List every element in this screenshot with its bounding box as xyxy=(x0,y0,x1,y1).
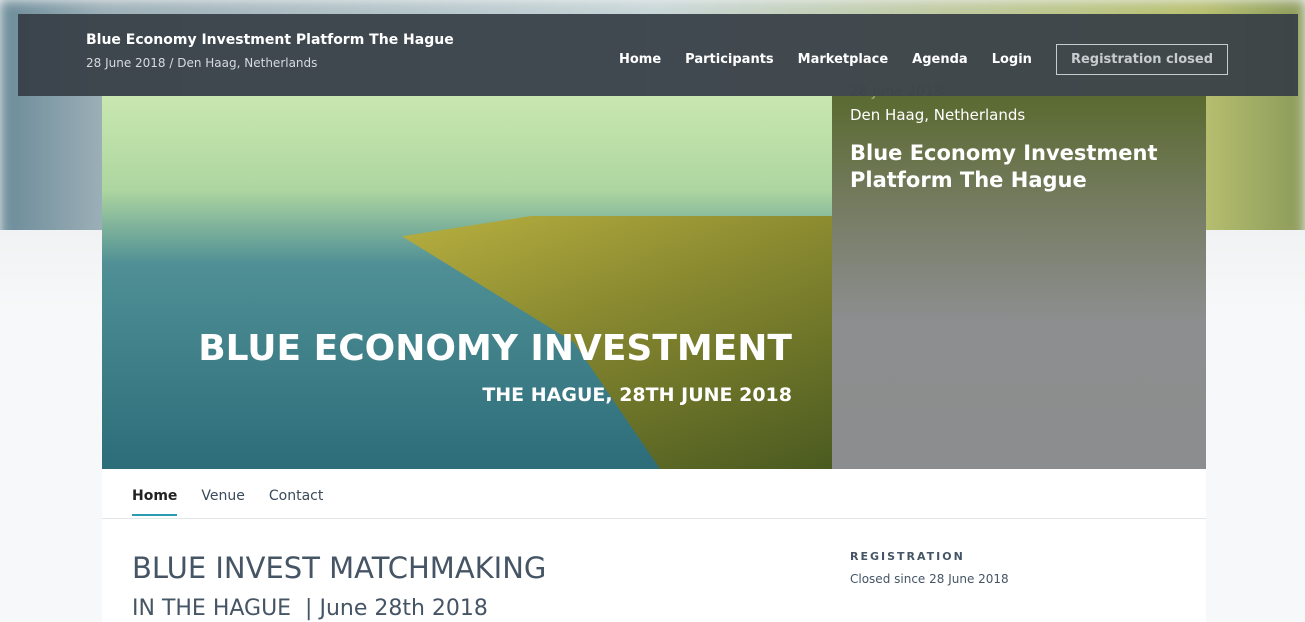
divider xyxy=(102,518,1206,519)
nav: Home Participants Marketplace Agenda Log… xyxy=(619,44,1228,75)
event-title: Blue Economy Investment Platform The Hag… xyxy=(850,141,1158,192)
hero-image: BLUE ECONOMY INVESTMENT THE HAGUE, 28TH … xyxy=(102,96,832,469)
top-bar: Blue Economy Investment Platform The Hag… xyxy=(18,14,1298,96)
event-location: Den Haag, Netherlands xyxy=(850,106,1026,124)
event-card: BLUE ECONOMY INVESTMENT THE HAGUE, 28TH … xyxy=(102,84,1206,622)
hero-side: 28 June 2018 Den Haag, Netherlands Blue … xyxy=(832,84,1206,469)
nav-link[interactable]: Participants xyxy=(685,52,774,67)
tab[interactable]: Contact xyxy=(268,488,324,504)
nav-link[interactable]: Agenda xyxy=(912,52,968,67)
banner-subtitle: THE HAGUE, 28TH JUNE 2018 xyxy=(482,384,792,406)
heading: BLUE INVEST MATCHMAKING xyxy=(132,551,547,585)
banner-title: BLUE ECONOMY INVESTMENT xyxy=(198,328,792,369)
site-subtitle: 28 June 2018 / Den Haag, Netherlands xyxy=(86,56,318,70)
subheading: IN THE HAGUE | June 28th 2018 xyxy=(132,596,488,621)
nav-link[interactable]: Login xyxy=(991,52,1032,67)
tab[interactable]: Venue xyxy=(201,488,245,504)
sidebar-text: Closed since 28 June 2018 xyxy=(850,572,1009,586)
registration-button[interactable]: Registration closed xyxy=(1055,44,1228,75)
nav-link[interactable]: Home xyxy=(618,52,662,67)
nav-link[interactable]: Marketplace xyxy=(797,52,889,67)
sidebar-label: REGISTRATION xyxy=(850,550,965,563)
site-title[interactable]: Blue Economy Investment Platform The Hag… xyxy=(86,32,454,48)
tab[interactable]: Home xyxy=(132,488,178,516)
tabs: Home Venue Contact xyxy=(132,488,323,516)
